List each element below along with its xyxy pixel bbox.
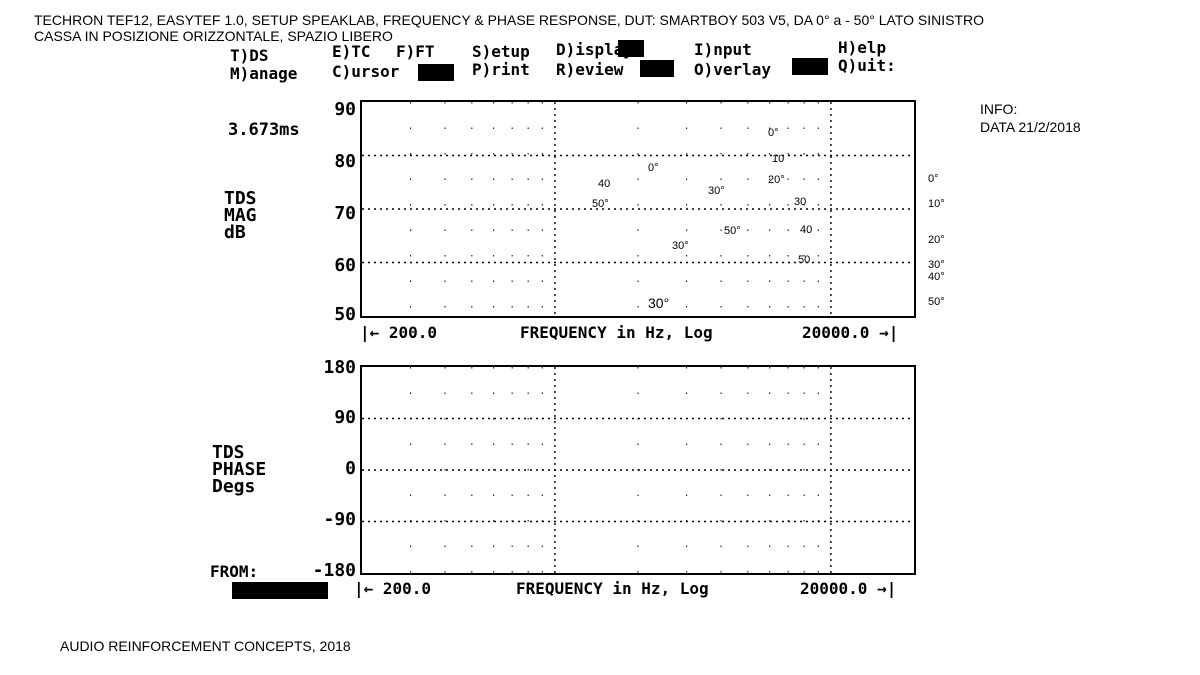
mag-ylabel-line: TDS bbox=[224, 188, 257, 209]
legend-angle: 0° bbox=[928, 173, 939, 185]
legend-angle: 10° bbox=[928, 198, 945, 210]
footer-credit: AUDIO REINFORCEMENT CONCEPTS, 2018 bbox=[60, 638, 351, 654]
phase-ylabel-line: PHASE bbox=[212, 459, 267, 480]
legend-angle: 50° bbox=[928, 296, 945, 308]
menu-manage[interactable]: M)anage bbox=[230, 64, 298, 83]
info-date: DATA 21/2/2018 bbox=[980, 119, 1081, 135]
menu-input[interactable]: I)nput bbox=[694, 40, 752, 59]
menu-fft[interactable]: F)FT bbox=[396, 42, 435, 61]
angle-annotation: 40 bbox=[598, 178, 611, 190]
angle-annotation: 50 bbox=[798, 254, 811, 266]
phase-ytick: -90 bbox=[323, 509, 356, 530]
phase-plot bbox=[360, 365, 916, 575]
angle-annotation: 20° bbox=[768, 174, 785, 186]
phase-xlabel: FREQUENCY in Hz, Log bbox=[516, 579, 709, 598]
angle-annotation: 40 bbox=[800, 224, 813, 236]
angle-annotation: 30 bbox=[794, 196, 807, 208]
phase-grid-svg bbox=[362, 367, 914, 573]
mag-ylabel-line: MAG bbox=[224, 205, 257, 226]
chart-caption-subtitle: CASSA IN POSIZIONE ORIZZONTALE, SPAZIO L… bbox=[34, 28, 393, 44]
phase-ylabel: TDS PHASE Degs bbox=[212, 442, 267, 497]
menu-overlay[interactable]: O)verlay bbox=[694, 60, 772, 79]
menu-quit[interactable]: Q)uit: bbox=[838, 56, 896, 75]
phase-x-start: |← 200.0 bbox=[354, 579, 432, 598]
mag-ytick: 70 bbox=[334, 203, 356, 224]
menu-tds[interactable]: T)DS bbox=[230, 46, 269, 65]
angle-annotation: 50° bbox=[724, 225, 741, 237]
mag-ytick: 60 bbox=[334, 255, 356, 276]
time-readout: 3.673ms bbox=[228, 120, 300, 140]
mag-xlabel: FREQUENCY in Hz, Log bbox=[520, 323, 713, 342]
menu-display[interactable]: D)isplay bbox=[556, 40, 634, 59]
mag-ytick: 50 bbox=[334, 304, 356, 325]
magnitude-plot bbox=[360, 100, 916, 318]
from-label: FROM: bbox=[210, 562, 259, 581]
magnitude-grid-svg bbox=[362, 102, 914, 316]
angle-annotation: 50° bbox=[592, 198, 609, 210]
overlay-highlight-block bbox=[792, 58, 828, 75]
legend-angle: 40° bbox=[928, 271, 945, 283]
phase-ytick: -180 bbox=[312, 560, 356, 581]
angle-annotation: 0° bbox=[768, 127, 779, 139]
mag-x-start: |← 200.0 bbox=[360, 323, 438, 342]
angle-annotation: 30° bbox=[708, 185, 725, 197]
cursor-highlight-block bbox=[418, 64, 454, 81]
mag-ytick: 90 bbox=[334, 99, 356, 120]
menu-cursor[interactable]: C)ursor bbox=[332, 62, 400, 81]
angle-annotation: 30° bbox=[672, 240, 689, 252]
phase-ylabel-line: TDS bbox=[212, 442, 245, 463]
angle-annotation: 10 bbox=[772, 153, 785, 165]
menu-etc[interactable]: E)TC bbox=[332, 42, 371, 61]
mag-ylabel-line: dB bbox=[224, 222, 246, 243]
display-highlight-block bbox=[618, 40, 644, 57]
phase-ytick: 0 bbox=[345, 458, 356, 479]
menu-setup[interactable]: S)etup bbox=[472, 42, 530, 61]
legend-angle: 20° bbox=[928, 234, 945, 246]
chart-caption-title: TECHRON TEF12, EASYTEF 1.0, SETUP SPEAKL… bbox=[34, 12, 985, 28]
angle-annotation: 30° bbox=[648, 295, 670, 311]
from-value-highlight-block bbox=[232, 582, 328, 599]
mag-ylabel: TDS MAG dB bbox=[224, 188, 257, 243]
phase-ytick: 180 bbox=[323, 357, 356, 378]
mag-x-end: 20000.0 →| bbox=[802, 323, 899, 342]
phase-ylabel-line: Degs bbox=[212, 476, 256, 497]
mag-ytick: 80 bbox=[334, 151, 356, 172]
review-highlight-block bbox=[640, 60, 674, 77]
menu-review[interactable]: R)eview bbox=[556, 60, 624, 79]
menu-print[interactable]: P)rint bbox=[472, 60, 530, 79]
angle-annotation: 0° bbox=[648, 162, 659, 174]
phase-x-end: 20000.0 →| bbox=[800, 579, 897, 598]
info-label: INFO: bbox=[980, 101, 1018, 117]
legend-angle: 30° bbox=[928, 259, 945, 271]
phase-ytick: 90 bbox=[334, 407, 356, 428]
menu-help[interactable]: H)elp bbox=[838, 38, 887, 57]
info-block: INFO: DATA 21/2/2018 bbox=[980, 100, 1081, 136]
